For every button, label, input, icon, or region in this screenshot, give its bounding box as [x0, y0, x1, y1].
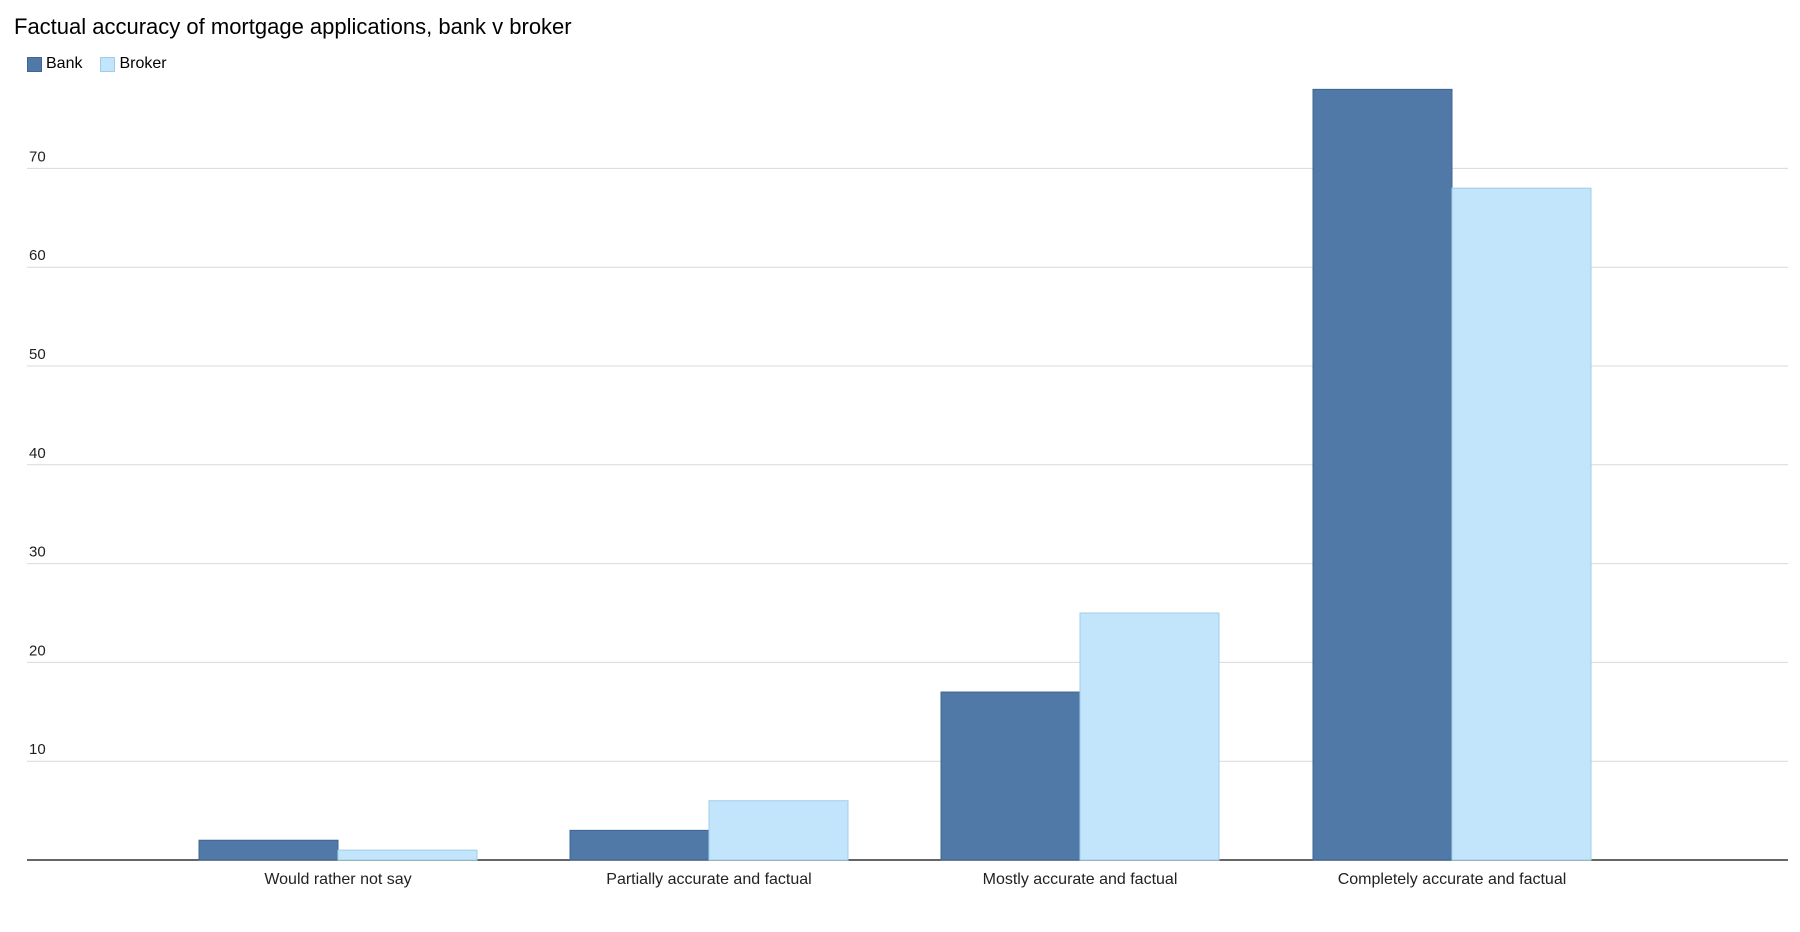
x-category-label: Partially accurate and factual	[606, 871, 811, 888]
legend-item-bank: Bank	[27, 55, 82, 73]
y-tick-label: 40	[29, 445, 46, 462]
chart-legend: Bank Broker	[27, 55, 185, 73]
bar-broker-3	[1451, 187, 1592, 861]
bar-broker-0	[337, 849, 478, 861]
x-category-label: Completely accurate and factual	[1338, 871, 1567, 888]
bar-bank-3	[1312, 88, 1453, 861]
bar-broker-1	[708, 800, 849, 861]
x-category-label: Would rather not say	[264, 871, 411, 888]
x-category-label: Mostly accurate and factual	[983, 871, 1178, 888]
y-tick-label: 60	[29, 247, 46, 264]
legend-label-broker: Broker	[119, 55, 167, 72]
y-tick-label: 20	[29, 642, 46, 659]
y-tick-label: 10	[29, 741, 46, 758]
y-tick-label: 50	[29, 346, 46, 363]
y-tick-label: 30	[29, 544, 46, 561]
bar-bank-1	[569, 829, 710, 861]
legend-label-bank: Bank	[46, 55, 83, 72]
legend-item-broker: Broker	[100, 55, 167, 73]
bar-bank-0	[198, 839, 339, 861]
bar-bank-2	[940, 691, 1081, 861]
y-tick-label: 70	[29, 148, 46, 165]
legend-swatch-bank	[27, 56, 42, 72]
bar-broker-2	[1079, 612, 1220, 861]
legend-swatch-broker	[100, 56, 116, 72]
chart-title: Factual accuracy of mortgage application…	[14, 14, 572, 39]
